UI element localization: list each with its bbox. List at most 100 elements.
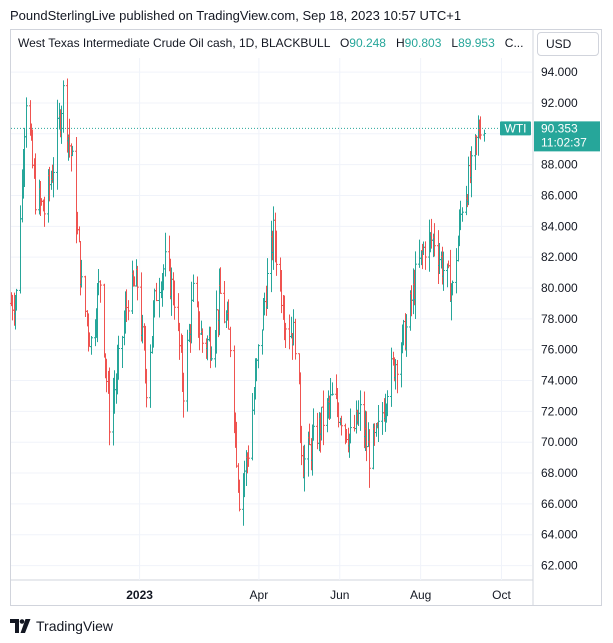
ohlc-bar (43, 196, 46, 227)
y-tick-label: 70.000 (541, 435, 578, 449)
y-tick-label: 84.000 (541, 219, 578, 233)
y-tick-label: 68.000 (541, 466, 578, 480)
ohlc-bar (455, 248, 458, 294)
ohlc-bar (238, 479, 241, 512)
currency-selector[interactable]: USD (537, 32, 599, 56)
chart-legend: West Texas Intermediate Crude Oil cash, … (18, 36, 523, 50)
ohlc-bar (186, 329, 189, 412)
ohlc-bar (451, 280, 454, 296)
ohlc-bar (131, 260, 134, 315)
ohlc-bar (173, 280, 176, 320)
y-tick-label: 62.000 (541, 559, 578, 573)
ohlc-bar (470, 146, 473, 198)
ohlc-bar (190, 281, 193, 344)
ohlc-bar (359, 390, 362, 431)
ohlc-bar (210, 346, 213, 361)
y-tick-label: 72.000 (541, 404, 578, 418)
ohlc-bar (90, 336, 93, 355)
ohlc-bar (99, 280, 102, 303)
countdown-label: 11:02:37 (541, 135, 587, 149)
ohlc-bar (288, 314, 291, 350)
ohlc-bar (121, 335, 124, 368)
ohlc-bar (349, 408, 352, 444)
y-tick-label: 78.000 (541, 312, 578, 326)
y-tick-label: 64.000 (541, 528, 578, 542)
x-tick-label: Aug (410, 588, 431, 602)
ohlc-bar (381, 402, 384, 435)
legend-low-label: L (451, 36, 459, 50)
ohlc-bar (201, 328, 204, 353)
ohlc-bar (331, 382, 334, 396)
y-tick-label: 82.000 (541, 250, 578, 264)
ohlc-bar (377, 405, 380, 442)
ohlc-bar (284, 322, 287, 348)
ohlc-bar (405, 314, 408, 357)
ohlc-bar (56, 99, 59, 190)
legend-title: West Texas Intermediate Crude Oil cash, … (18, 36, 330, 50)
legend-low-value: 89.953 (458, 36, 495, 50)
ohlc-bar (182, 372, 185, 418)
legend-high-value: 90.803 (404, 36, 442, 50)
ohlc-bar (396, 360, 399, 394)
y-tick-label: 74.000 (541, 374, 578, 388)
last-price-label: 90.353 (541, 121, 578, 135)
ohlc-bar (229, 326, 232, 358)
symbol-tag: WTI (505, 121, 527, 135)
symbol-tag-box (500, 121, 531, 136)
x-tick-label: 2023 (126, 588, 153, 602)
y-tick-label: 86.000 (541, 188, 578, 202)
y-tick-label: 80.000 (541, 281, 578, 295)
ohlc-bar (340, 415, 343, 436)
y-tick-label: 92.000 (541, 96, 578, 110)
chart-frame (10, 29, 602, 606)
ohlc-bar (483, 129, 486, 142)
legend-close-label: C... (504, 36, 524, 50)
ohlc-bar (312, 408, 315, 441)
ohlc-bar (127, 300, 130, 321)
ohlc-bar (257, 344, 260, 369)
ohlc-bar (479, 116, 482, 140)
ohlc-bar (62, 80, 65, 133)
y-tick-label: 88.000 (541, 158, 578, 172)
ohlc-bar (192, 274, 195, 303)
ohlc-bar (149, 344, 152, 408)
footer-brand: TradingView (10, 618, 113, 634)
ohlc-bar (108, 367, 111, 446)
ohlc-bar (442, 251, 445, 291)
ohlc-bar (275, 230, 278, 276)
ohlc-bar (34, 153, 37, 215)
ohlc-bar (386, 390, 389, 417)
ohlc-bar (266, 258, 269, 309)
ohlc-bar (158, 277, 161, 318)
tradingview-logo-icon (10, 619, 31, 633)
ohlc-bar (247, 445, 250, 467)
y-tick-label: 76.000 (541, 343, 578, 357)
legend-open-value: 90.248 (349, 36, 386, 50)
ohlc-bar (103, 283, 106, 358)
ohlc-bar (390, 347, 393, 407)
x-tick-label: Oct (492, 588, 511, 602)
legend-open-label: O (339, 36, 350, 50)
y-tick-label: 66.000 (541, 497, 578, 511)
ohlc-bar (145, 368, 148, 408)
ohlc-bar (25, 97, 28, 148)
footer-brand-name: TradingView (36, 618, 114, 634)
ohlc-bar (155, 282, 158, 302)
x-tick-label: Apr (250, 588, 269, 602)
ohlc-bar (223, 281, 226, 324)
ohlc-bar (52, 157, 55, 198)
ohlc-bar (294, 318, 297, 360)
ohlc-bar (164, 232, 167, 277)
ohlc-bar (433, 223, 436, 257)
ohlc-bar (261, 329, 264, 355)
ohlc-bar (219, 267, 222, 294)
ohlc-bar (414, 251, 417, 320)
ohlc-bar (461, 207, 464, 222)
ohlc-bar (368, 429, 371, 488)
legend-high-label: H (396, 36, 405, 50)
ohlc-bar (136, 265, 139, 301)
ohlc-bar (303, 444, 306, 492)
y-tick-label: 94.000 (541, 65, 578, 79)
last-price-box (534, 121, 600, 152)
